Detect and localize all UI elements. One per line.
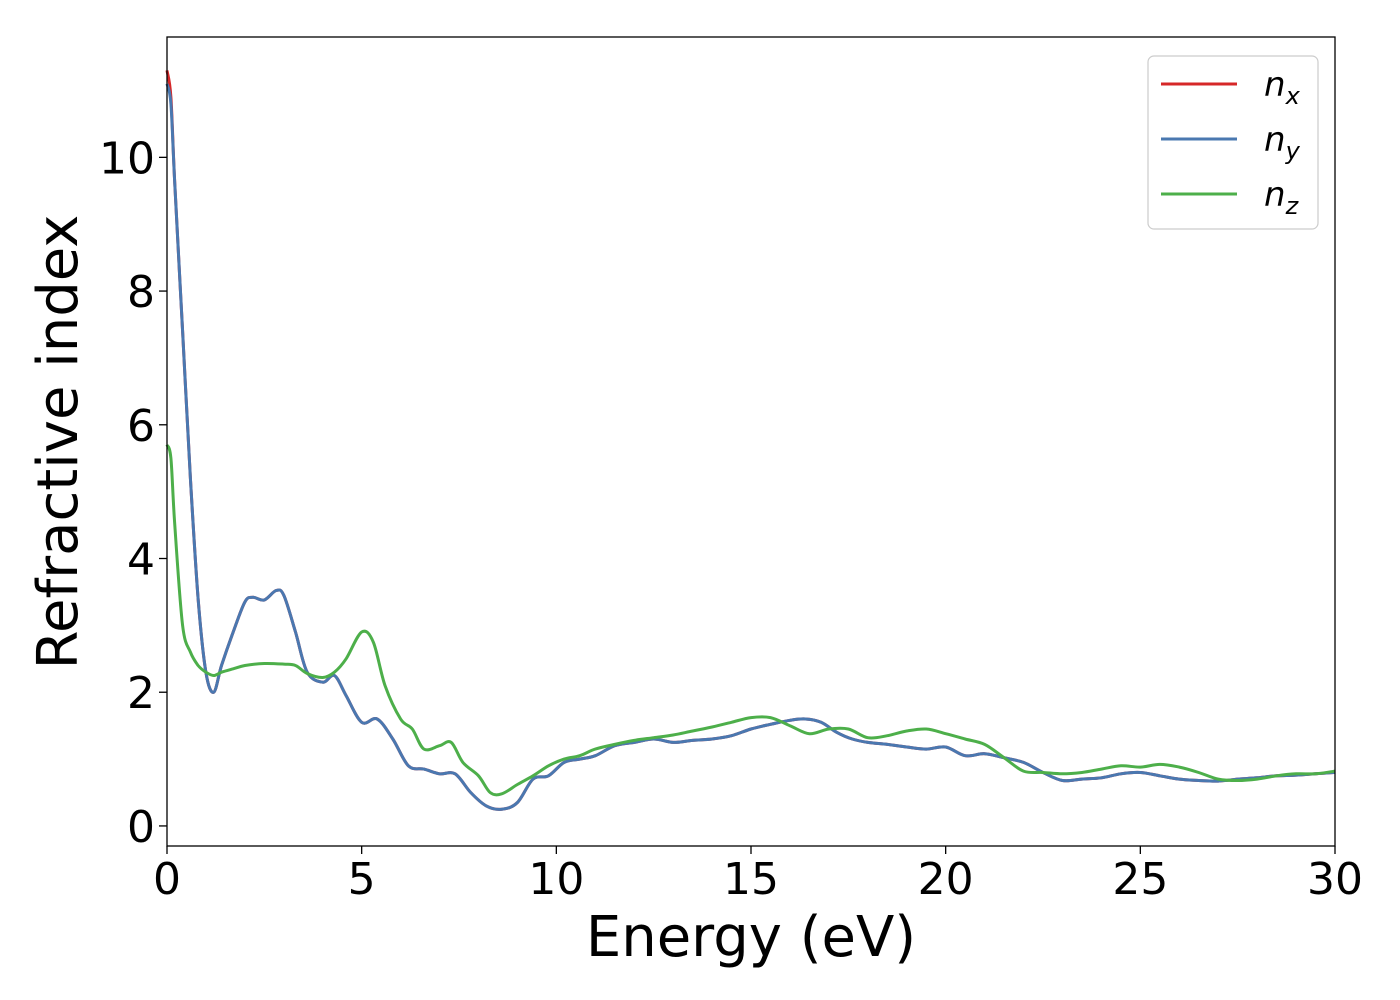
y-tick-label: 6 [127, 401, 155, 452]
series-layer [165, 70, 1336, 811]
y-tick-label: 4 [127, 535, 155, 586]
x-tick-label: 25 [1112, 854, 1168, 905]
x-tick-label: 30 [1307, 854, 1363, 905]
y-tick-label: 10 [99, 133, 155, 184]
x-tick-label: 5 [348, 854, 376, 905]
legend-frame [1147, 55, 1319, 230]
y-axis-label: Refractive index [26, 215, 91, 670]
legend-label-nz: nz [1264, 175, 1300, 220]
y-axis-ticks: 0 2 4 6 8 10 [99, 133, 167, 853]
x-tick-label: 10 [528, 854, 584, 905]
x-tick-label: 0 [153, 854, 181, 905]
y-tick-label: 0 [127, 802, 155, 853]
x-axis-ticks: 0 5 10 15 20 25 30 [153, 846, 1363, 905]
legend-label-ny: ny [1264, 120, 1301, 165]
y-tick-label: 8 [127, 267, 155, 318]
series-line-nz [165, 444, 1336, 797]
legend-label-nx: nx [1264, 65, 1301, 110]
legend: nx ny nz [1147, 55, 1319, 230]
x-tick-label: 20 [918, 854, 974, 905]
x-tick-label: 15 [723, 854, 779, 905]
plot-area [167, 37, 1335, 846]
y-tick-label: 2 [127, 668, 155, 719]
x-axis-label: Energy (eV) [586, 905, 916, 970]
